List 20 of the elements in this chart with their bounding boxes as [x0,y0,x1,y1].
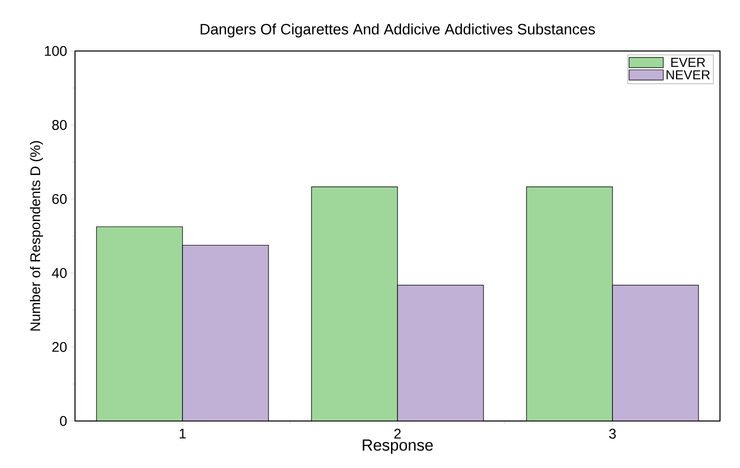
bar [311,186,398,421]
y-tick-label: 100 [44,46,67,56]
y-tick-label: 80 [52,120,67,130]
chart-title: Dangers Of Cigarettes And Addicive Addictives Substances [200,23,595,38]
bar [182,245,269,421]
bar [526,186,613,421]
x-tick-label: 2 [394,428,401,439]
legend-label: NEVER [666,70,710,80]
bar [612,284,699,421]
y-tick-label: 60 [52,194,67,204]
x-tick-label: 1 [180,428,186,438]
legend-label: EVER [671,58,706,67]
x-tick-label: 3 [609,428,616,439]
x-axis-title: Response [362,440,433,454]
y-tick-label: 0 [60,416,67,426]
y-axis-title: Number of Respondents D (%) [30,141,43,331]
y-tick-label: 20 [52,342,67,352]
bar [397,284,484,421]
bar [96,226,183,421]
y-tick-label: 40 [52,268,67,278]
